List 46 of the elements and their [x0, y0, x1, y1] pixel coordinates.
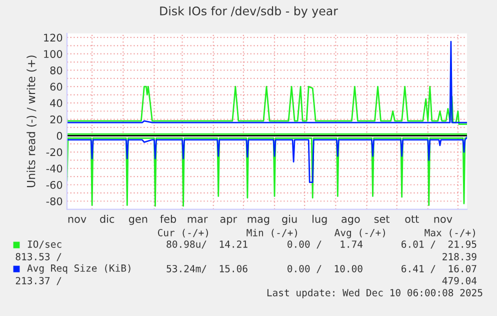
- text: Avg (-/+): [334, 228, 385, 238]
- text: Cur (-/+): [158, 228, 208, 238]
- text: Min (-/+): [246, 228, 297, 238]
- y-tick-label: 120: [44, 34, 62, 42]
- y-tick-label: -40: [46, 164, 62, 172]
- y-axis-title: Units read (-) / write (+): [26, 56, 37, 188]
- y-tick-label: 20: [50, 116, 62, 124]
- y-tick-label: 60: [50, 82, 62, 91]
- line-series: [67, 137, 467, 207]
- y-tick-label: 0: [56, 132, 62, 140]
- y-tick-label: -20: [46, 148, 62, 156]
- text: 813.53 /: [16, 252, 62, 262]
- chart-title: Disk IOs for /dev/sdb - by year: [160, 6, 338, 18]
- y-tick-label: 80: [50, 66, 62, 74]
- text: 0.00 / 10.00: [288, 264, 362, 274]
- x-tick-label: apr: [220, 216, 238, 225]
- x-tick-label: lug: [312, 214, 327, 225]
- text: 6.41 / 16.07: [402, 264, 476, 274]
- x-tick-label: set: [374, 215, 390, 223]
- x-tick-label: gen: [128, 216, 148, 225]
- x-tick-label: ott: [405, 215, 419, 223]
- x-tick-label: feb: [160, 214, 176, 223]
- y-tick-label: 40: [50, 99, 62, 108]
- x-tick-label: dic: [100, 214, 114, 223]
- text: Last update: Wed Dec 10 06:00:08 2025: [267, 288, 482, 298]
- y-tick-label: 100: [44, 50, 62, 58]
- x-tick-label: giu: [282, 214, 297, 225]
- legend-label: Avg Req Size (KiB): [27, 264, 130, 274]
- line-series: [67, 86, 467, 125]
- x-tick-label: mag: [248, 216, 270, 225]
- x-tick-label: mar: [188, 216, 208, 223]
- text: 6.01 / 21.95: [402, 240, 476, 249]
- x-tick-label: nov: [68, 216, 86, 223]
- text: 0.00 / 1.74: [288, 240, 363, 249]
- x-tick-label: ago: [342, 216, 360, 225]
- text: 479.04: [442, 276, 477, 284]
- y-tick-label: -60: [46, 180, 62, 189]
- x-tick-label: nov: [434, 216, 452, 223]
- text: 218.39: [442, 252, 476, 260]
- text: 53.24m/ 15.06: [166, 264, 248, 274]
- text: Max (-/+): [424, 228, 475, 238]
- line-series: [67, 136, 467, 183]
- text: 213.37 /: [16, 276, 62, 286]
- text: 80.98u/ 14.21: [166, 240, 248, 249]
- legend-label: IO/sec: [28, 240, 62, 249]
- y-tick-label: -80: [46, 197, 62, 206]
